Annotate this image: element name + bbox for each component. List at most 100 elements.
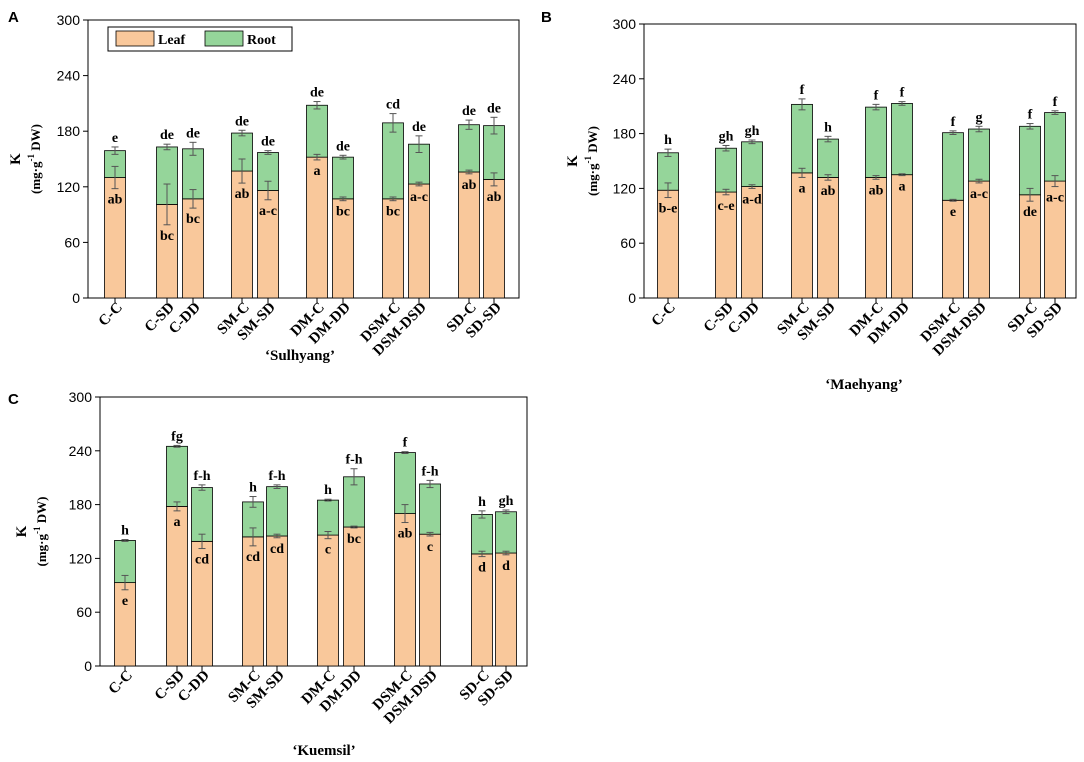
bar-root [791, 103, 813, 174]
y-tick-label: 180 [613, 126, 637, 142]
total-letter: h [664, 133, 672, 148]
panel-label: A [8, 9, 19, 26]
leaf-letter: bc [386, 205, 400, 220]
y-axis-label: K(mg·g-1 DW) [8, 124, 43, 194]
y-axis-unit-part: (mg·g [34, 533, 49, 566]
leaf-letter: a-c [970, 187, 988, 202]
bar-root [865, 106, 887, 178]
legend-label-root: Root [247, 33, 276, 48]
y-axis-unit-sup: -1 [32, 526, 42, 534]
leaf-letter: e [122, 594, 128, 609]
leaf-letter: de [1023, 205, 1037, 220]
legend-label-leaf: Leaf [158, 33, 186, 48]
x-tick-label: C-C [96, 300, 126, 330]
bar-root [715, 147, 737, 193]
y-tick-label: 60 [620, 235, 636, 251]
leaf-letter: cd [195, 553, 209, 568]
total-letter: h [324, 483, 332, 498]
x-tick-label: C-C [106, 668, 136, 698]
bar-root [382, 122, 404, 200]
total-letter: f [1053, 95, 1058, 110]
y-tick-label: 0 [72, 290, 80, 306]
plot-frame [99, 396, 528, 667]
total-letter: de [160, 128, 174, 143]
total-letter: g [976, 110, 983, 125]
leaf-letter: e [950, 205, 956, 220]
y-axis-unit-part: (mg·g [585, 163, 600, 196]
y-tick-label: 300 [613, 16, 637, 32]
y-axis-title: K [8, 153, 24, 165]
y-axis-title: K [565, 155, 581, 167]
total-letter: f [403, 436, 408, 451]
bar-root [1019, 125, 1041, 196]
total-letter: f-h [268, 469, 285, 484]
y-axis-unit-part: DW) [34, 497, 49, 527]
bar-root [968, 128, 990, 182]
total-letter: de [261, 135, 275, 150]
total-letter: gh [719, 129, 734, 144]
y-tick-label: 60 [64, 234, 80, 250]
legend-swatch-root [204, 30, 244, 47]
y-axis-unit: (mg·g-1 DW) [32, 497, 49, 567]
total-letter: fg [171, 429, 183, 444]
total-letter: f [800, 83, 805, 98]
y-tick-label: 120 [57, 179, 81, 195]
bar-root [495, 511, 517, 554]
bar-root [191, 487, 213, 542]
leaf-letter: ab [869, 183, 884, 198]
legend-swatch-leaf [115, 30, 155, 47]
bar-root [741, 141, 763, 187]
leaf-letter: cd [270, 542, 284, 557]
total-letter: de [186, 126, 200, 141]
total-letter: de [462, 104, 476, 119]
leaf-letter: c [427, 540, 433, 555]
leaf-letter: d [478, 561, 486, 576]
total-letter: gh [745, 124, 760, 139]
y-tick-label: 0 [628, 290, 636, 306]
total-letter: e [112, 131, 118, 146]
panel-label: B [541, 9, 552, 26]
y-axis-unit: (mg·g-1 DW) [583, 126, 600, 196]
bar-leaf [166, 505, 188, 667]
leaf-letter: ab [235, 187, 250, 202]
bar-root [458, 124, 480, 173]
bar-root [266, 486, 288, 537]
total-letter: h [121, 524, 129, 539]
total-letter: de [487, 101, 501, 116]
y-tick-label: 240 [57, 68, 81, 84]
y-tick-label: 300 [57, 12, 81, 28]
y-axis-unit-part: DW) [28, 124, 43, 154]
total-letter: h [478, 495, 486, 510]
total-letter: f [874, 88, 879, 103]
leaf-letter: ab [487, 190, 502, 205]
leaf-letter: a [174, 515, 181, 530]
leaf-letter: ab [462, 178, 477, 193]
bar-root [317, 499, 339, 536]
leaf-letter: c-e [717, 199, 734, 214]
leaf-letter: b-e [659, 202, 678, 217]
bar-root [1044, 112, 1066, 182]
leaf-letter: a-c [259, 204, 277, 219]
plot-frame [87, 19, 520, 299]
y-axis-unit-part: DW) [585, 126, 600, 156]
leaf-letter: bc [336, 205, 350, 220]
bar-root [332, 156, 354, 200]
y-tick-label: 300 [69, 389, 93, 405]
y-axis-unit-sup: -1 [583, 155, 593, 163]
leaf-letter: ab [398, 527, 413, 542]
total-letter: f [1028, 108, 1033, 123]
total-letter: de [235, 114, 249, 129]
y-tick-label: 240 [69, 443, 93, 459]
y-axis-unit-part: (mg·g [28, 161, 43, 194]
plot-frame [643, 23, 1077, 299]
leaf-letter: a-c [410, 190, 428, 205]
bar-root [419, 483, 441, 535]
leaf-letter: a-c [1046, 191, 1064, 206]
total-letter: f [951, 115, 956, 130]
y-tick-label: 120 [613, 180, 637, 196]
total-letter: h [249, 481, 257, 496]
y-tick-label: 60 [76, 604, 92, 620]
leaf-letter: a [799, 181, 806, 196]
y-tick-label: 240 [613, 71, 637, 87]
